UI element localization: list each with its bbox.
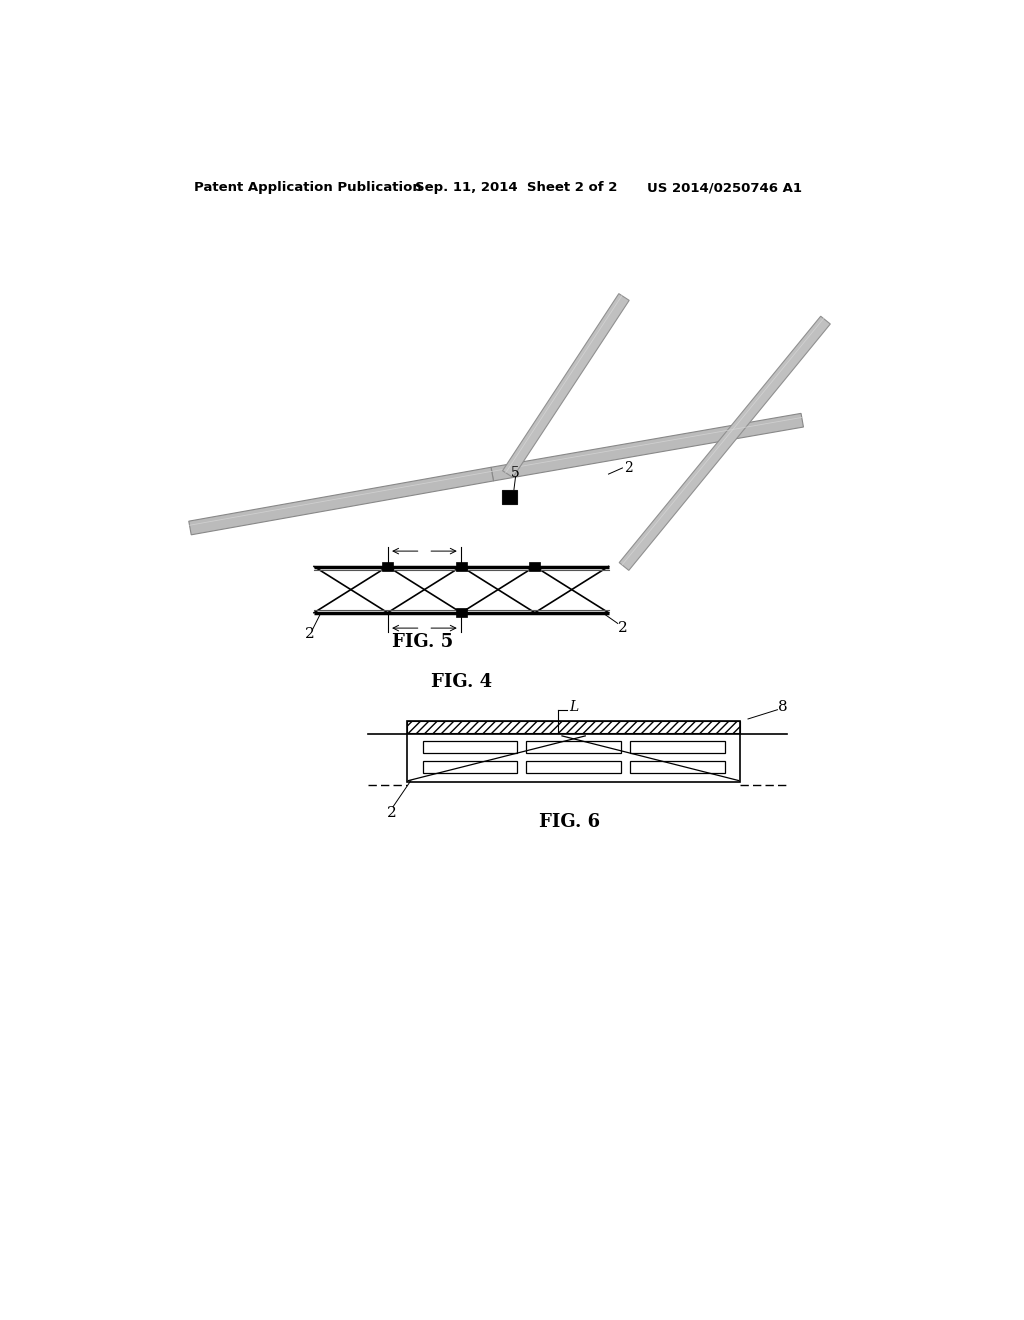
Text: 2: 2 [387, 807, 396, 820]
Bar [526, 760, 621, 774]
Text: 2: 2 [305, 627, 315, 642]
Text: FIG. 6: FIG. 6 [540, 813, 600, 832]
Text: 2: 2 [617, 622, 628, 635]
Bar [630, 760, 725, 774]
Text: 2: 2 [624, 461, 633, 475]
Text: L: L [569, 700, 579, 714]
Bar [529, 562, 541, 572]
Bar [456, 609, 467, 618]
Text: Patent Application Publication: Patent Application Publication [194, 181, 422, 194]
Text: FIG. 5: FIG. 5 [392, 634, 454, 651]
Bar [502, 490, 517, 504]
Text: 8: 8 [778, 700, 787, 714]
Bar [407, 721, 740, 733]
Polygon shape [503, 293, 629, 478]
Text: 5: 5 [511, 466, 520, 479]
Text: Sep. 11, 2014  Sheet 2 of 2: Sep. 11, 2014 Sheet 2 of 2 [415, 181, 617, 194]
Text: US 2014/0250746 A1: US 2014/0250746 A1 [647, 181, 802, 194]
Bar [382, 562, 393, 572]
Polygon shape [620, 317, 830, 570]
Text: FIG. 4: FIG. 4 [431, 673, 492, 690]
Polygon shape [188, 467, 494, 535]
Bar [423, 741, 517, 752]
Bar [526, 741, 621, 752]
Bar [407, 721, 740, 781]
Polygon shape [492, 413, 804, 480]
Bar [456, 562, 467, 572]
Bar [630, 741, 725, 752]
Bar [423, 760, 517, 774]
